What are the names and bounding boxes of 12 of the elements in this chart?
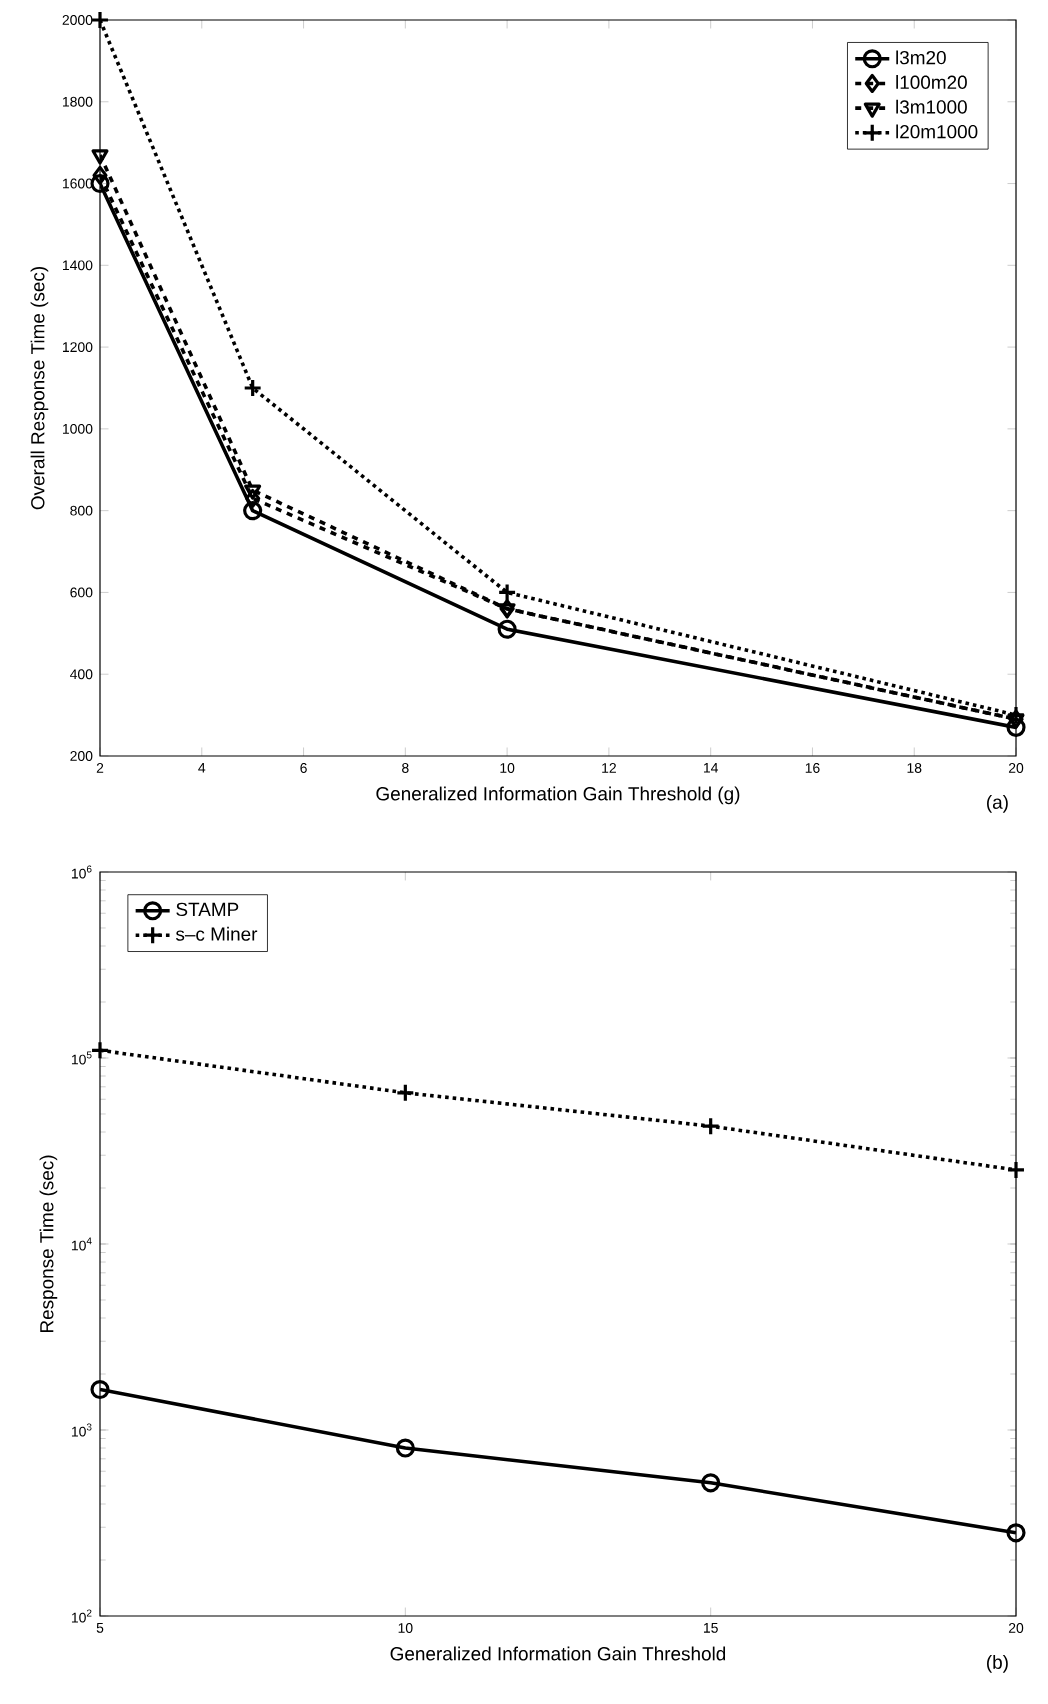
text: (b) bbox=[987, 1655, 1008, 1673]
legend-label: l3m1000 bbox=[896, 99, 967, 114]
legend-label: l3m20 bbox=[896, 50, 946, 65]
legend-label: s–c Miner bbox=[175, 926, 258, 941]
x-axis-title: Generalized Information Gain Threshold bbox=[390, 1646, 726, 1661]
text: (a) bbox=[987, 795, 1008, 813]
y-axis-title: Overall Response Time (sec) bbox=[30, 267, 49, 510]
legend-label: l20m1000 bbox=[896, 124, 978, 139]
legend-label: STAMP bbox=[176, 902, 239, 917]
y-axis-title: Response Time (sec) bbox=[39, 1155, 58, 1333]
x-axis-title: Generalized Information Gain Threshold (g) bbox=[376, 786, 740, 805]
legend-label: l100m20 bbox=[896, 75, 967, 90]
